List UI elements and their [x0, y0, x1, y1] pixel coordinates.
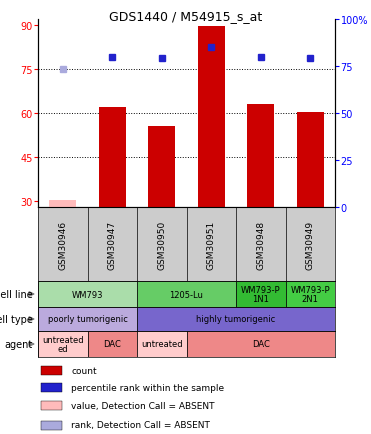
Bar	[41, 401, 62, 410]
Text: WM793-P
1N1: WM793-P 1N1	[241, 285, 280, 304]
Bar	[38, 331, 88, 357]
Text: highly tumorigenic: highly tumorigenic	[196, 315, 276, 324]
Text: percentile rank within the sample: percentile rank within the sample	[71, 383, 224, 392]
Text: cell type: cell type	[0, 314, 33, 324]
Bar	[38, 307, 137, 331]
Text: GSM30947: GSM30947	[108, 220, 117, 269]
Text: value, Detection Call = ABSENT: value, Detection Call = ABSENT	[71, 401, 215, 410]
Text: untreated
ed: untreated ed	[42, 335, 83, 353]
Text: untreated: untreated	[141, 340, 183, 349]
Bar	[137, 281, 236, 307]
Text: poorly tumorigenic: poorly tumorigenic	[47, 315, 127, 324]
Bar	[286, 281, 335, 307]
Text: GSM30951: GSM30951	[207, 220, 216, 269]
Bar	[38, 281, 137, 307]
Bar	[41, 366, 62, 375]
Bar	[187, 331, 335, 357]
Bar	[297, 112, 324, 207]
Text: WM793: WM793	[72, 290, 103, 299]
Text: GDS1440 / M54915_s_at: GDS1440 / M54915_s_at	[109, 10, 262, 23]
Text: agent: agent	[5, 339, 33, 349]
Text: GSM30948: GSM30948	[256, 220, 265, 269]
Bar	[198, 27, 225, 207]
Text: GSM30946: GSM30946	[58, 220, 67, 269]
Text: GSM30950: GSM30950	[157, 220, 166, 269]
Bar	[137, 307, 335, 331]
Bar	[99, 108, 126, 207]
Text: GSM30949: GSM30949	[306, 220, 315, 269]
Bar	[49, 201, 76, 207]
Text: WM793-P
2N1: WM793-P 2N1	[290, 285, 330, 304]
Bar	[88, 331, 137, 357]
Bar	[247, 105, 275, 207]
Text: 1205-Lu: 1205-Lu	[170, 290, 203, 299]
Text: count: count	[71, 366, 97, 375]
Text: DAC: DAC	[103, 340, 121, 349]
Bar	[41, 383, 62, 392]
Bar	[41, 421, 62, 430]
Bar	[49, 201, 76, 207]
Bar	[137, 331, 187, 357]
Bar	[148, 127, 175, 207]
Text: cell line: cell line	[0, 289, 33, 299]
Text: rank, Detection Call = ABSENT: rank, Detection Call = ABSENT	[71, 421, 210, 430]
Bar	[236, 281, 286, 307]
Text: DAC: DAC	[252, 340, 270, 349]
